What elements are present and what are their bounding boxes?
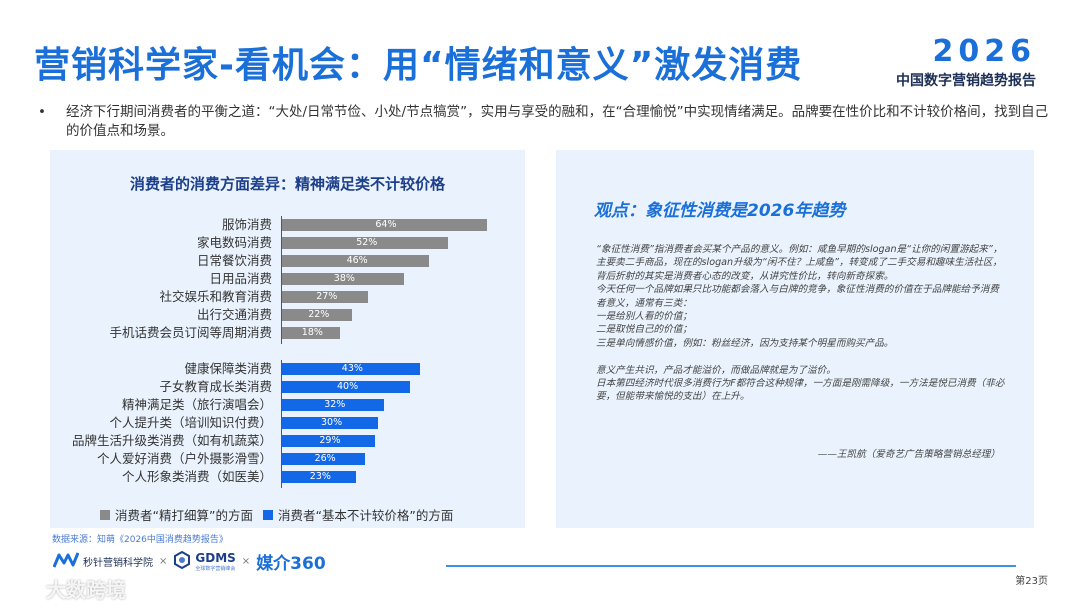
footer-logos: 秒针营销科学院 × GDMS 全球数字营销峰会 × 媒介360 bbox=[52, 549, 326, 574]
quote-paragraph: 日本第四经济时代很多消费行为F都符合这种规律，一方面是刚需降级，一方法是悦已消费… bbox=[596, 378, 1005, 403]
brand-year: 2026 bbox=[932, 34, 1036, 69]
bar bbox=[282, 327, 340, 339]
category-label: 出行交通消费 bbox=[196, 307, 272, 322]
legend-label-gray: 消费者“精打细算”的方面 bbox=[115, 508, 253, 523]
category-label: 精神满足类（旅行演唱会） bbox=[121, 397, 272, 412]
axis-line bbox=[281, 216, 282, 344]
category-label: 日常餐饮消费 bbox=[196, 253, 272, 268]
bar bbox=[282, 471, 356, 483]
opinion-quote: “象征性消费”指消费者会买某个产品的意义。例如：咸鱼早期的slogan是“让你的… bbox=[596, 243, 1008, 404]
bar-value-label: 30% bbox=[321, 417, 343, 428]
quote-paragraph: 意义产生共识，产品才能溢价，而做品牌就是为了溢价。 bbox=[596, 364, 836, 376]
chart-legend: 消费者“精打细算”的方面 消费者“基本不计较价格”的方面 bbox=[100, 505, 453, 524]
bar-value-label: 46% bbox=[346, 255, 368, 266]
legend-swatch-blue bbox=[262, 509, 273, 520]
logo-separator: × bbox=[159, 556, 168, 567]
bar bbox=[282, 417, 378, 429]
bullet-dot-icon: • bbox=[38, 104, 46, 120]
category-label: 家电数码消费 bbox=[196, 235, 272, 250]
category-label: 社交娱乐和教育消费 bbox=[159, 289, 272, 304]
bar-value-label: 29% bbox=[319, 435, 341, 446]
bar bbox=[282, 237, 449, 249]
bar bbox=[282, 435, 375, 447]
category-label: 服饰消费 bbox=[221, 217, 272, 232]
bar-value-label: 38% bbox=[333, 273, 355, 284]
axis-line bbox=[281, 360, 282, 488]
category-label: 手机话费会员订阅等周期消费 bbox=[109, 325, 272, 340]
report-brand: 2026 中国数字营销趋势报告 bbox=[896, 36, 1036, 90]
logo-gdms: GDMS 全球数字营销峰会 bbox=[195, 552, 235, 572]
bar-value-label: 27% bbox=[316, 291, 338, 302]
quote-paragraph: 一是给别人看的价值； bbox=[596, 311, 692, 323]
summary-text: 经济下行期间消费者的平衡之道：“大处/日常节俭、小处/节点犒赏”，实用与享受的融… bbox=[66, 104, 1049, 139]
chart-title: 消费者的消费方面差异：精神满足类不计较价格 bbox=[129, 175, 445, 193]
watermark-logo-icon bbox=[7, 579, 39, 598]
bar bbox=[282, 255, 430, 267]
logo-gdms-subtext: 全球数字营销峰会 bbox=[195, 565, 236, 572]
bar-value-label: 23% bbox=[309, 471, 331, 482]
chart-panel bbox=[50, 150, 525, 528]
brand-name: 中国数字营销趋势报告 bbox=[896, 73, 1036, 89]
bar-value-label: 22% bbox=[308, 309, 330, 320]
category-label: 个人形象类消费（如医美） bbox=[121, 469, 272, 484]
bar bbox=[282, 363, 420, 375]
quote-paragraph: 三是单向情感价值，例如：粉丝经济，因为支持某个明星而购买产品。 bbox=[596, 337, 894, 349]
logo-separator: × bbox=[241, 556, 251, 567]
bar-value-label: 43% bbox=[341, 363, 363, 374]
bar-value-label: 52% bbox=[356, 237, 378, 248]
quote-signature: ——王凯航（爱奇艺广告策略营销总经理） bbox=[817, 449, 1000, 460]
category-label: 个人爱好消费（户外摄影滑雪） bbox=[96, 451, 272, 466]
bar bbox=[282, 291, 369, 303]
bar bbox=[282, 273, 404, 285]
quote-paragraph: “象征性消费”指消费者会买某个产品的意义。例如：咸鱼早期的slogan是“让你的… bbox=[596, 244, 1003, 282]
bar-value-label: 32% bbox=[324, 399, 346, 410]
data-source: 数据来源：知萌《2026中国消费趋势报告》 bbox=[52, 535, 228, 545]
category-label: 个人提升类（培训知识付费） bbox=[109, 415, 272, 430]
bar bbox=[282, 219, 487, 231]
quote-paragraph: 今天任何一个品牌如果只比功能都会落入与白牌的竞争，象征性消费的价值在于品牌能给予… bbox=[596, 284, 999, 309]
logo-gdms-text: GDMS bbox=[195, 550, 236, 565]
page-title: 营销科学家-看机会：用“情绪和意义”激发消费 bbox=[34, 45, 803, 86]
bar bbox=[282, 381, 410, 393]
bar bbox=[282, 453, 366, 465]
quote-paragraph: 二是取悦自己的价值； bbox=[596, 324, 692, 336]
summary-bullet: • 经济下行期间消费者的平衡之道：“大处/日常节俭、小处/节点犒赏”，实用与享受… bbox=[38, 103, 1058, 141]
category-label: 子女教育成长类消费 bbox=[159, 379, 272, 394]
category-label: 健康保障类消费 bbox=[184, 361, 272, 376]
bar-value-label: 26% bbox=[314, 453, 336, 464]
watermark-text: 大数跨境 bbox=[46, 578, 126, 602]
logo-meijie360: 媒介360 bbox=[256, 554, 326, 574]
logo-miaozhen-text: 秒针营销科学院 bbox=[83, 558, 153, 569]
category-label: 日用品消费 bbox=[209, 271, 272, 286]
watermark: 大数跨境 bbox=[6, 574, 126, 603]
bar-value-label: 18% bbox=[301, 327, 323, 338]
page-number: 第23页 bbox=[1015, 576, 1048, 587]
legend-swatch-gray bbox=[100, 509, 110, 520]
gdms-logo-icon bbox=[173, 550, 191, 572]
opinion-title: 观点：象征性消费是2026年趋势 bbox=[594, 201, 846, 221]
legend-label-blue: 消费者“基本不计较价格”的方面 bbox=[277, 508, 454, 523]
bar bbox=[282, 309, 353, 321]
footer-divider bbox=[446, 565, 1016, 567]
bar-value-label: 64% bbox=[375, 219, 397, 230]
opinion-panel bbox=[556, 150, 1034, 528]
bar-value-label: 40% bbox=[337, 381, 359, 392]
miaozhen-logo-icon bbox=[52, 551, 80, 572]
bar bbox=[282, 399, 385, 411]
category-label: 品牌生活升级类消费（如有机蔬菜） bbox=[71, 433, 272, 448]
